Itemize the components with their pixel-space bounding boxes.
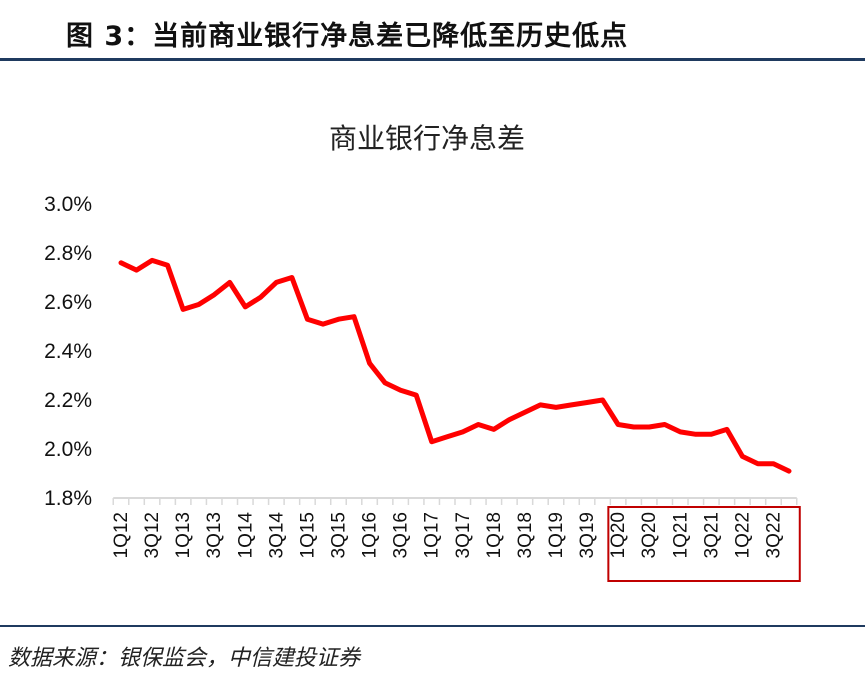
x-tick-label: 3Q22 bbox=[763, 512, 784, 558]
x-tick-label: 1Q15 bbox=[297, 512, 318, 558]
y-tick-label: 2.6% bbox=[44, 291, 92, 314]
x-tick-label: 1Q14 bbox=[235, 512, 256, 559]
x-tick-label: 1Q16 bbox=[360, 512, 381, 558]
x-tick-label: 3Q13 bbox=[204, 512, 225, 558]
top-rule bbox=[0, 58, 865, 61]
source-note: 数据来源：银保监会，中信建投证券 bbox=[8, 646, 361, 671]
x-axis bbox=[112, 497, 798, 505]
x-tick-label: 3Q12 bbox=[142, 512, 163, 558]
highlight-box bbox=[607, 506, 801, 582]
x-tick-label: 1Q13 bbox=[173, 512, 194, 558]
figure-title: 图 3：当前商业银行净息差已降低至历史低点 bbox=[66, 21, 629, 52]
y-tick-label: 2.8% bbox=[44, 242, 92, 265]
x-tick-label: 3Q18 bbox=[515, 512, 536, 558]
y-tick-label: 2.0% bbox=[44, 438, 92, 461]
x-tick-label: 3Q20 bbox=[639, 512, 660, 558]
chart-title: 商业银行净息差 bbox=[329, 122, 525, 155]
x-tick-label: 3Q19 bbox=[577, 512, 598, 558]
x-tick-label: 1Q18 bbox=[484, 512, 505, 558]
y-tick-label: 2.4% bbox=[44, 340, 92, 363]
y-tick-label: 2.2% bbox=[44, 389, 92, 412]
x-tick-label: 3Q17 bbox=[453, 512, 474, 558]
x-tick-label: 3Q15 bbox=[328, 512, 349, 558]
y-tick-label: 1.8% bbox=[44, 487, 92, 510]
series-line bbox=[118, 257, 792, 474]
x-tick-label: 3Q14 bbox=[266, 512, 287, 559]
x-tick-label: 3Q16 bbox=[391, 512, 412, 558]
x-tick-label: 1Q22 bbox=[732, 512, 753, 558]
x-axis-ticks: 1Q12 3Q12 1Q13 3Q13 1Q14 3Q14 1Q15 3Q15 1Q16 3Q16… bbox=[111, 512, 784, 559]
x-tick-label: 1Q21 bbox=[670, 512, 691, 558]
line-chart: 商业银行净息差 1.8% 2.0% 2.2% 2.4% 2.6% 2.8% 3.0% 1Q1… bbox=[44, 122, 801, 582]
y-axis-ticks: 1.8% 2.0% 2.2% 2.4% 2.6% 2.8% 3.0% bbox=[44, 193, 92, 510]
y-tick-label: 3.0% bbox=[44, 193, 92, 216]
bottom-rule bbox=[0, 625, 865, 627]
x-tick-label: 1Q19 bbox=[546, 512, 567, 558]
x-tick-label: 3Q21 bbox=[701, 512, 722, 558]
x-tick-label: 1Q20 bbox=[608, 512, 629, 558]
x-tick-label: 1Q12 bbox=[111, 512, 132, 558]
highlight-layer bbox=[607, 506, 801, 582]
series-layer bbox=[118, 257, 792, 474]
x-tick-label: 1Q17 bbox=[422, 512, 443, 558]
